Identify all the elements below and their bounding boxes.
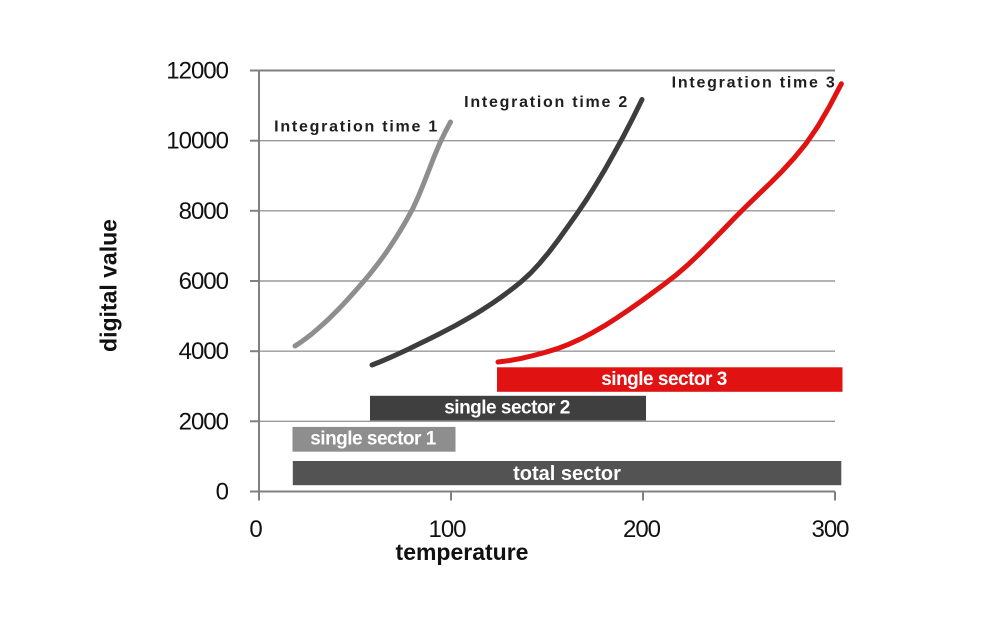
svg-text:temperature: temperature bbox=[396, 539, 529, 565]
svg-text:Integration time 3: Integration time 3 bbox=[672, 75, 837, 92]
svg-text:total sector: total sector bbox=[513, 463, 621, 485]
svg-text:0: 0 bbox=[249, 516, 262, 543]
svg-text:single sector 1: single sector 1 bbox=[310, 429, 436, 450]
svg-text:300: 300 bbox=[811, 516, 849, 543]
svg-text:Integration time 2: Integration time 2 bbox=[464, 94, 629, 111]
svg-text:8000: 8000 bbox=[179, 198, 229, 225]
svg-text:12000: 12000 bbox=[166, 58, 228, 85]
svg-text:6000: 6000 bbox=[179, 268, 229, 295]
svg-text:4000: 4000 bbox=[179, 338, 229, 365]
svg-text:single sector 3: single sector 3 bbox=[601, 369, 727, 390]
svg-text:digital value: digital value bbox=[96, 219, 122, 352]
svg-text:single sector 2: single sector 2 bbox=[444, 398, 570, 419]
svg-text:Integration time 1: Integration time 1 bbox=[274, 119, 439, 136]
svg-text:2000: 2000 bbox=[179, 408, 229, 435]
svg-text:0: 0 bbox=[216, 479, 229, 506]
svg-text:10000: 10000 bbox=[166, 128, 228, 155]
svg-text:100: 100 bbox=[428, 516, 466, 543]
svg-text:200: 200 bbox=[623, 516, 661, 543]
